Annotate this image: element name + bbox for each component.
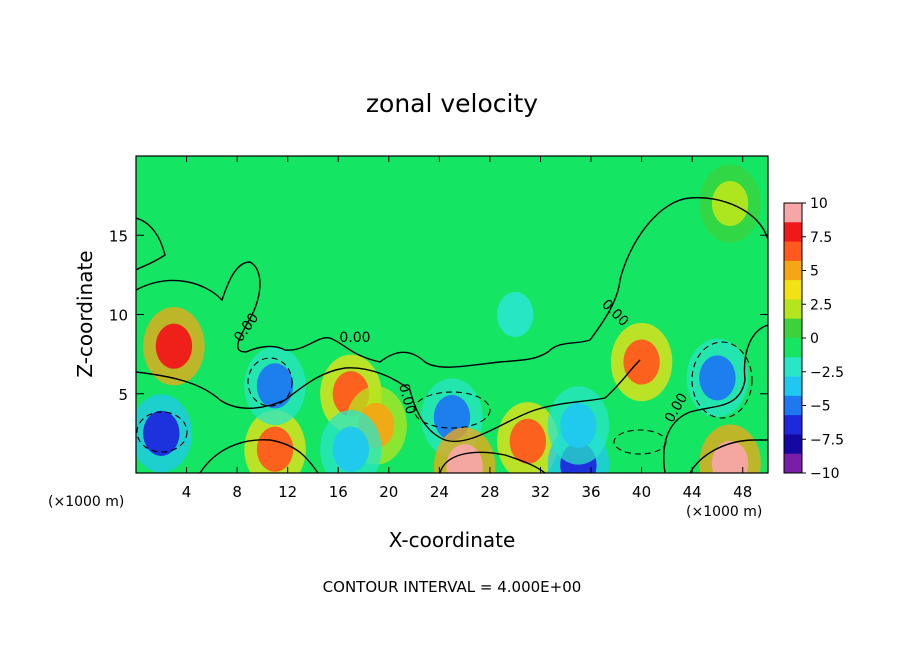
- contour-label: 0.00: [395, 382, 419, 416]
- contour-line: [613, 429, 667, 455]
- colorbar-label: 10: [810, 196, 828, 212]
- contour-line: [136, 411, 188, 453]
- field-feature: [155, 323, 193, 369]
- colorbar-swatch: [784, 395, 802, 416]
- contour-interval-note: CONTOUR INTERVAL = 4.000E+00: [323, 578, 582, 596]
- x-tick-label: 48: [733, 483, 752, 501]
- zero-contours: [136, 196, 768, 473]
- colorbar-label: −7.5: [810, 432, 844, 448]
- contour-label: 0.00: [339, 330, 370, 346]
- colorbar-label: 0: [810, 331, 819, 347]
- x-tick-label: 20: [379, 483, 398, 501]
- colorbar-swatch: [784, 222, 802, 243]
- colorbar-swatch: [784, 338, 802, 358]
- colorbar-swatch: [784, 241, 802, 262]
- field-feature: [699, 355, 736, 401]
- contour-line: [689, 439, 768, 473]
- negative-contours: [136, 341, 753, 455]
- field-feature: [446, 444, 483, 473]
- x-axis-title: X-coordinate: [389, 528, 516, 552]
- colorbar-swatch: [784, 260, 802, 281]
- velocity-field: [136, 164, 761, 473]
- field-feature: [256, 363, 294, 409]
- field-feature: [711, 440, 749, 473]
- x-tick-label: 28: [480, 483, 499, 501]
- y-axis-title: Z-coordinate: [73, 250, 97, 377]
- colorbar-swatch: [784, 434, 802, 455]
- colorbar: 10 7.5 5 2.5 0 −2.5 −5 −7.5 −10: [783, 196, 844, 482]
- colorbar-label: 5: [810, 264, 819, 280]
- colorbar-label: 2.5: [810, 297, 832, 313]
- field-feature: [256, 426, 294, 472]
- y-tick-label: 10: [109, 307, 128, 325]
- contour-line: [136, 217, 166, 271]
- x-tick-label: 8: [232, 483, 242, 501]
- colorbar-swatch: [784, 415, 802, 435]
- field-feature: [143, 410, 180, 456]
- y-tick-label: 5: [118, 386, 128, 404]
- field-feature: [509, 418, 547, 464]
- colorbar-swatch: [784, 357, 802, 378]
- field-feature: [332, 426, 370, 472]
- contour-line: [439, 451, 546, 473]
- colorbar-swatch: [784, 280, 802, 300]
- colorbar-swatch: [784, 318, 802, 339]
- contour-line: [663, 324, 768, 473]
- colorbar-swatch: [784, 376, 802, 397]
- contour-line: [413, 391, 491, 429]
- x-unit-right: (×1000 m): [686, 504, 762, 520]
- y-tick-label: 15: [109, 227, 128, 245]
- colorbar-swatch: [784, 453, 802, 474]
- x-tick-label: 12: [278, 483, 297, 501]
- contour-line: [136, 196, 768, 368]
- x-tick-label: 36: [581, 483, 600, 501]
- chart-title: zonal velocity: [366, 89, 538, 118]
- field-feature: [623, 339, 660, 385]
- colorbar-label: −2.5: [810, 365, 844, 381]
- x-unit-left: (×1000 m): [48, 494, 124, 510]
- colorbar-label: −10: [810, 466, 840, 482]
- colorbar-swatch: [784, 299, 802, 320]
- field-feature: [560, 402, 597, 449]
- contour-line: [136, 359, 641, 443]
- x-tick-label: 16: [329, 483, 348, 501]
- x-tick-label: 4: [182, 483, 192, 501]
- contour-line: [691, 341, 753, 419]
- plot-area: 0.00 0.00 0.00 0.00 0.00: [135, 155, 769, 474]
- x-axis: 4 8 12 16 20 24 28 32 36 40 44 48 X-coordinate (×10…: [48, 156, 762, 552]
- colorbar-swatch: [784, 203, 802, 223]
- colorbar-label: 7.5: [810, 230, 832, 246]
- x-tick-label: 40: [632, 483, 651, 501]
- field-feature: [496, 291, 534, 338]
- x-tick-label: 24: [430, 483, 449, 501]
- colorbar-label: −5: [810, 399, 831, 415]
- x-tick-label: 44: [683, 483, 702, 501]
- contour-line: [199, 439, 319, 473]
- y-axis: 5 10 15 Z-coordinate: [73, 227, 768, 404]
- contour-line: [247, 357, 293, 407]
- x-tick-label: 32: [531, 483, 550, 501]
